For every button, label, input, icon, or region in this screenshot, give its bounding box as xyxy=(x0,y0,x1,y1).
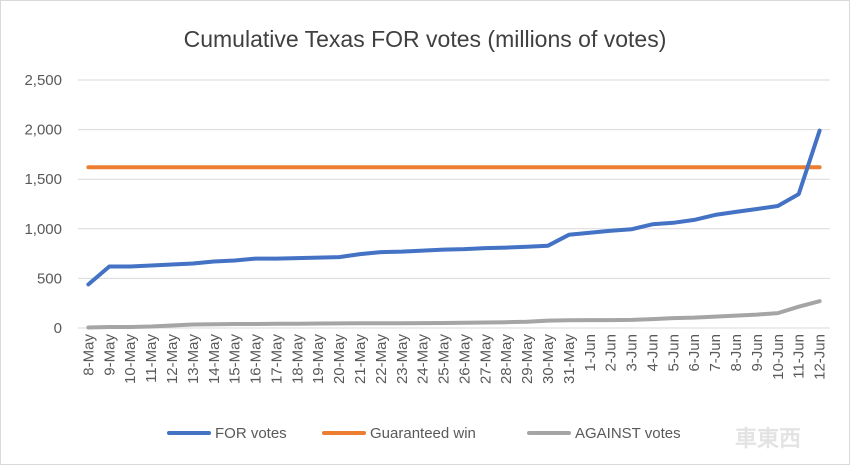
x-tick-label: 26-May xyxy=(456,334,473,385)
x-tick-label: 24-May xyxy=(415,334,432,385)
x-tick-label: 25-May xyxy=(436,334,453,385)
x-tick-label: 28-May xyxy=(498,334,515,385)
gridlines xyxy=(78,79,830,329)
x-tick-label: 27-May xyxy=(477,334,494,385)
x-tick-label: 14-May xyxy=(206,334,223,385)
x-tick-label: 22-May xyxy=(373,334,390,385)
series-line-against-votes xyxy=(86,299,822,330)
x-tick-label: 17-May xyxy=(268,334,285,385)
x-tick-label: 11-Jun xyxy=(791,334,808,379)
y-tick-label: 1,500 xyxy=(24,171,62,188)
x-tick-label: 2-Jun xyxy=(603,334,620,372)
x-tick-label: 7-Jun xyxy=(707,334,724,372)
y-axis-ticks: 0 500 1,000 1,500 2,000 2,500 xyxy=(24,72,62,337)
legend-label: FOR votes xyxy=(215,425,287,442)
x-tick-label: 8-May xyxy=(80,334,97,376)
series-lines xyxy=(86,128,822,330)
legend-label: Guaranteed win xyxy=(370,425,476,442)
x-tick-label: 20-May xyxy=(331,334,348,385)
x-tick-label: 23-May xyxy=(394,334,411,385)
x-tick-label: 10-May xyxy=(122,334,139,385)
x-tick-label: 9-Jun xyxy=(749,334,766,372)
chart-title: Cumulative Texas FOR votes (millions of … xyxy=(184,26,667,52)
x-tick-label: 30-May xyxy=(540,334,557,385)
x-tick-label: 15-May xyxy=(227,334,244,385)
x-tick-label: 29-May xyxy=(519,334,536,385)
x-tick-label: 3-Jun xyxy=(624,334,641,372)
y-tick-label: 500 xyxy=(37,270,62,287)
x-tick-label: 8-Jun xyxy=(728,334,745,372)
y-tick-label: 2,000 xyxy=(24,122,62,139)
x-tick-label: 4-Jun xyxy=(644,334,661,372)
y-tick-label: 1,000 xyxy=(24,221,62,238)
x-tick-label: 12-Jun xyxy=(812,334,829,380)
x-tick-label: 16-May xyxy=(248,334,265,385)
x-tick-label: 6-Jun xyxy=(686,334,703,372)
series-line-for-votes xyxy=(86,128,822,287)
x-tick-label: 1-Jun xyxy=(582,334,599,372)
legend: FOR votes Guaranteed win AGAINST votes xyxy=(167,425,681,442)
x-tick-label: 5-Jun xyxy=(665,334,682,372)
y-tick-label: 0 xyxy=(54,320,62,337)
x-tick-label: 21-May xyxy=(352,334,369,385)
x-tick-label: 10-Jun xyxy=(770,334,787,380)
x-tick-label: 9-May xyxy=(101,334,118,376)
x-tick-label: 18-May xyxy=(289,334,306,385)
y-tick-label: 2,500 xyxy=(24,72,62,89)
x-tick-label: 31-May xyxy=(561,334,578,385)
watermark: 車東西 xyxy=(735,427,801,452)
legend-label: AGAINST votes xyxy=(575,425,681,442)
x-tick-label: 13-May xyxy=(185,334,202,385)
x-axis-ticks: 8-May 9-May 10-May 11-May 12-May 13-May 14-May… xyxy=(80,334,828,385)
x-tick-label: 19-May xyxy=(310,334,327,385)
x-tick-label: 11-May xyxy=(143,334,160,383)
x-tick-label: 12-May xyxy=(164,334,181,385)
